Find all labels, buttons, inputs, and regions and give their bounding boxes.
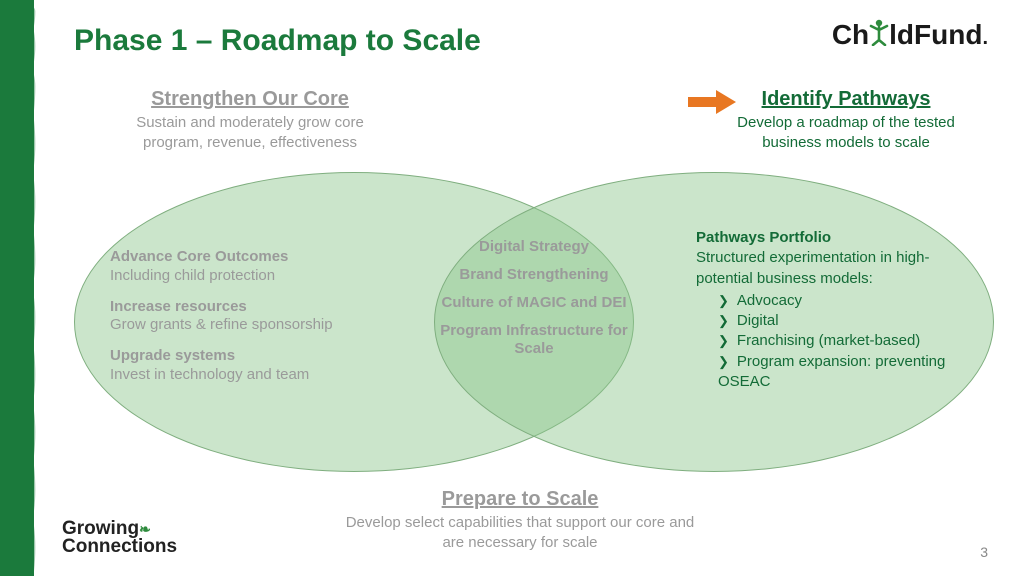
item-bold: Increase resources [110, 298, 247, 315]
center-item: Program Infrastructure for Scale [434, 322, 634, 358]
venn-right-content: Pathways Portfolio Structured experiment… [696, 228, 986, 392]
item-bold: Upgrade systems [110, 347, 235, 364]
header-right: Identify Pathways Develop a roadmap of t… [716, 88, 976, 152]
list-item: Digital [718, 311, 986, 331]
list-item: Franchising (market-based) [718, 331, 986, 351]
item-bold: Advance Core Outcomes [110, 248, 288, 265]
list-item: Increase resources Grow grants & refine … [110, 298, 390, 336]
list-item: Advance Core Outcomes Including child pr… [110, 248, 390, 286]
header-right-sub: Develop a roadmap of the tested business… [716, 113, 976, 152]
venn-left-content: Advance Core Outcomes Including child pr… [110, 248, 390, 397]
header-bottom-title: Prepare to Scale [340, 488, 700, 511]
header-right-title: Identify Pathways [716, 88, 976, 111]
right-bold: Pathways Portfolio [696, 229, 831, 246]
center-item: Brand Strengthening [434, 266, 634, 284]
header-left: Strengthen Our Core Sustain and moderate… [120, 88, 380, 152]
center-item: Digital Strategy [434, 238, 634, 256]
item-text: Including child protection [110, 267, 275, 284]
side-accent-bar [0, 0, 34, 576]
right-bullets: Advocacy Digital Franchising (market-bas… [718, 291, 986, 392]
item-text: Invest in technology and team [110, 366, 309, 383]
item-text: Grow grants & refine sponsorship [110, 316, 333, 333]
footer-logo: Growing❧ Connections [62, 520, 177, 556]
brand-period: . [982, 27, 988, 49]
header-bottom: Prepare to Scale Develop select capabili… [340, 488, 700, 552]
slide: Phase 1 – Roadmap to Scale Ch ldFund. St… [0, 0, 1024, 576]
footer-line2: Connections [62, 536, 177, 557]
venn-center-content: Digital Strategy Brand Strengthening Cul… [434, 228, 634, 368]
page-number: 3 [980, 544, 988, 560]
center-item: Culture of MAGIC and DEI [434, 294, 634, 312]
venn-diagram: Advance Core Outcomes Including child pr… [74, 172, 994, 482]
list-item: Advocacy [718, 291, 986, 311]
slide-title: Phase 1 – Roadmap to Scale [74, 24, 481, 58]
header-left-title: Strengthen Our Core [120, 88, 380, 111]
leaf-icon: ❧ [139, 521, 151, 537]
brand-logo: Ch ldFund. [832, 18, 988, 51]
list-item: Upgrade systems Invest in technology and… [110, 347, 390, 385]
list-item: Program expansion: preventing OSEAC [718, 352, 986, 393]
right-text: Structured experimentation in high-poten… [696, 249, 929, 286]
header-bottom-sub: Develop select capabilities that support… [340, 513, 700, 552]
header-left-sub: Sustain and moderately grow core program… [120, 113, 380, 152]
